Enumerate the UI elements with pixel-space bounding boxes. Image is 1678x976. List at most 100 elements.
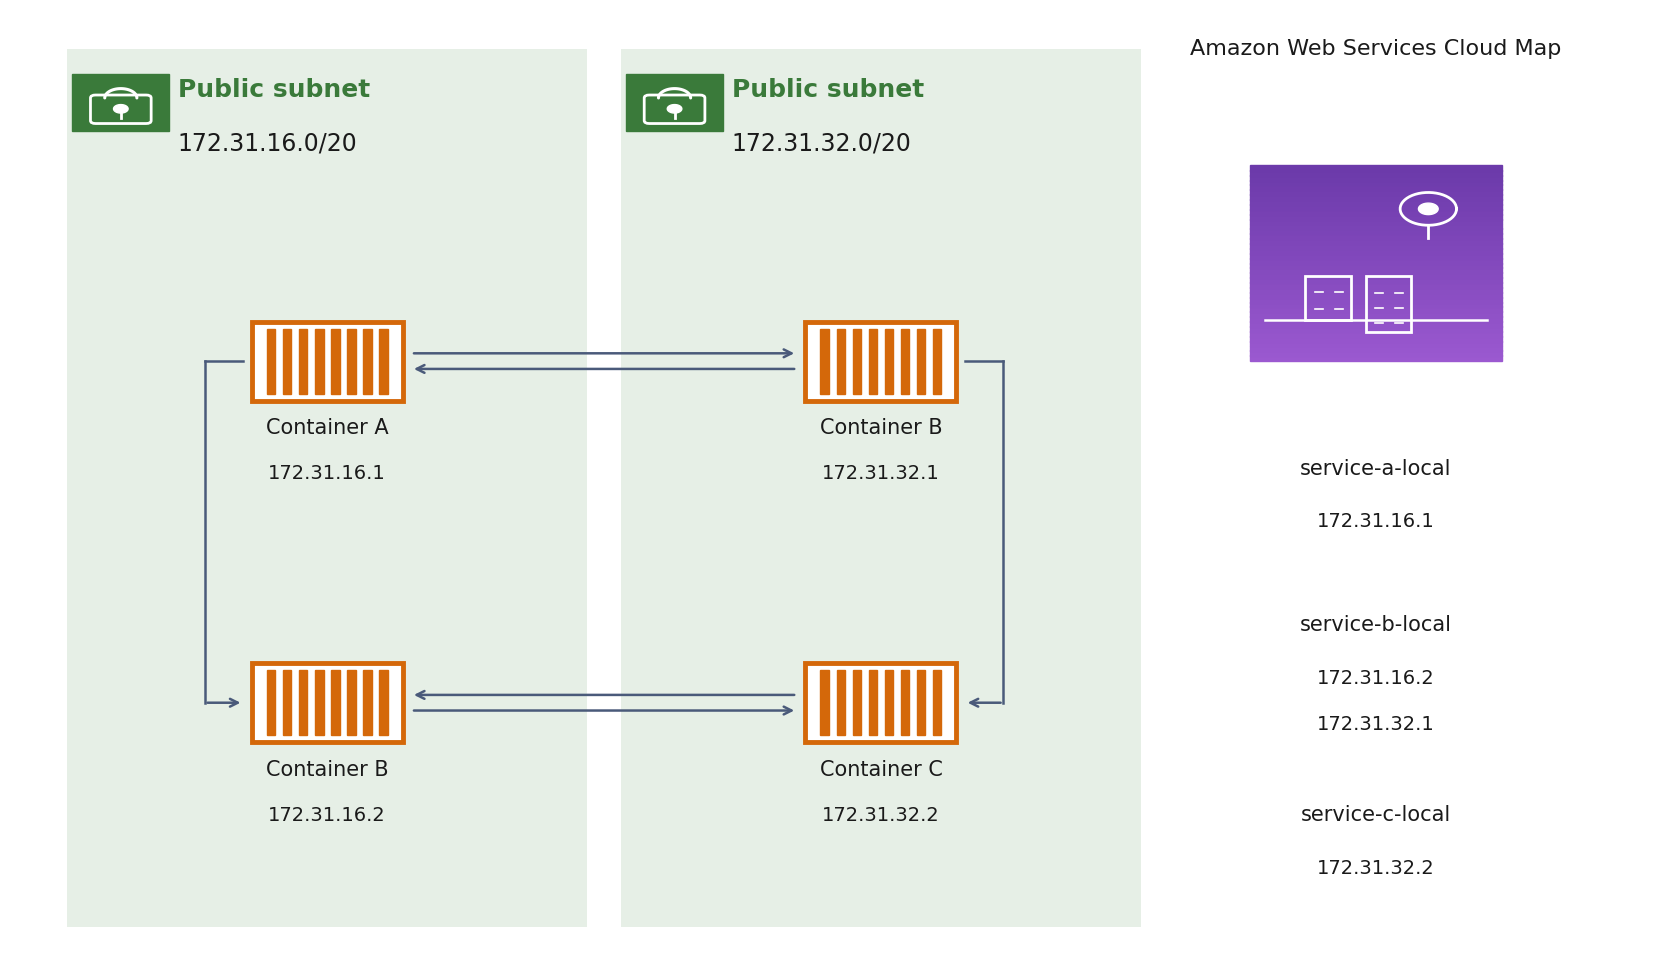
- FancyBboxPatch shape: [644, 95, 705, 124]
- Text: service-a-local: service-a-local: [1300, 459, 1451, 478]
- Bar: [1250, 316, 1502, 322]
- Bar: [1250, 326, 1502, 332]
- Bar: [1250, 350, 1502, 356]
- Bar: [315, 329, 324, 393]
- Bar: [1250, 243, 1502, 249]
- Bar: [1250, 204, 1502, 210]
- Bar: [1250, 233, 1502, 239]
- FancyBboxPatch shape: [67, 49, 587, 927]
- Bar: [1250, 331, 1502, 337]
- Bar: [315, 671, 324, 735]
- Bar: [1250, 199, 1502, 205]
- Text: 172.31.16.2: 172.31.16.2: [1317, 669, 1435, 687]
- Text: 172.31.32.1: 172.31.32.1: [1317, 715, 1435, 734]
- Bar: [626, 74, 723, 131]
- Text: 172.31.32.0/20: 172.31.32.0/20: [732, 132, 911, 156]
- Bar: [347, 329, 356, 393]
- Text: Container A: Container A: [265, 418, 389, 438]
- Bar: [1250, 297, 1502, 303]
- Bar: [1305, 276, 1351, 320]
- Text: 172.31.16.1: 172.31.16.1: [1317, 512, 1435, 531]
- FancyBboxPatch shape: [621, 49, 1141, 927]
- Bar: [1250, 165, 1502, 171]
- Text: 172.31.32.1: 172.31.32.1: [822, 465, 940, 483]
- Polygon shape: [114, 104, 128, 113]
- Bar: [1250, 180, 1502, 185]
- Bar: [347, 671, 356, 735]
- Bar: [1250, 302, 1502, 307]
- Bar: [379, 671, 388, 735]
- Bar: [1250, 355, 1502, 361]
- Bar: [1250, 267, 1502, 273]
- Bar: [852, 671, 861, 735]
- Bar: [1250, 175, 1502, 181]
- Bar: [267, 671, 275, 735]
- Bar: [1250, 287, 1502, 293]
- Bar: [362, 671, 371, 735]
- Bar: [284, 329, 292, 393]
- Bar: [1250, 248, 1502, 254]
- FancyBboxPatch shape: [252, 664, 403, 742]
- Bar: [1250, 194, 1502, 200]
- Bar: [299, 671, 307, 735]
- Bar: [362, 329, 371, 393]
- Bar: [837, 329, 846, 393]
- Text: 172.31.32.2: 172.31.32.2: [822, 806, 940, 825]
- Bar: [1250, 214, 1502, 220]
- Text: service-b-local: service-b-local: [1300, 615, 1451, 634]
- Bar: [379, 329, 388, 393]
- Bar: [284, 671, 292, 735]
- Text: Container B: Container B: [265, 759, 389, 780]
- Bar: [1250, 277, 1502, 283]
- Text: 172.31.16.2: 172.31.16.2: [268, 806, 386, 825]
- Bar: [1250, 258, 1502, 264]
- Text: Amazon Web Services Cloud Map: Amazon Web Services Cloud Map: [1190, 39, 1562, 59]
- FancyBboxPatch shape: [91, 95, 151, 124]
- Text: 172.31.16.1: 172.31.16.1: [268, 465, 386, 483]
- Bar: [299, 329, 307, 393]
- Bar: [1250, 228, 1502, 234]
- Bar: [1250, 272, 1502, 278]
- FancyBboxPatch shape: [252, 321, 403, 400]
- Bar: [1250, 184, 1502, 190]
- Bar: [869, 671, 878, 735]
- Bar: [869, 329, 878, 393]
- Bar: [1250, 224, 1502, 229]
- Bar: [916, 329, 925, 393]
- Text: Public subnet: Public subnet: [178, 78, 371, 102]
- Bar: [1366, 276, 1411, 332]
- Bar: [1250, 219, 1502, 224]
- Bar: [1250, 321, 1502, 327]
- Bar: [1250, 170, 1502, 176]
- Bar: [916, 671, 925, 735]
- Text: Container C: Container C: [819, 759, 943, 780]
- Bar: [1250, 346, 1502, 351]
- Bar: [821, 329, 829, 393]
- FancyBboxPatch shape: [805, 664, 956, 742]
- Bar: [852, 329, 861, 393]
- Text: service-c-local: service-c-local: [1300, 805, 1451, 825]
- Bar: [1250, 336, 1502, 342]
- Bar: [1250, 292, 1502, 298]
- Bar: [884, 671, 893, 735]
- Bar: [1250, 238, 1502, 244]
- Bar: [1250, 311, 1502, 317]
- Bar: [1250, 209, 1502, 215]
- Bar: [933, 329, 941, 393]
- Bar: [884, 329, 893, 393]
- Bar: [901, 329, 909, 393]
- Bar: [1250, 306, 1502, 312]
- Bar: [933, 671, 941, 735]
- Polygon shape: [668, 104, 681, 113]
- Polygon shape: [1418, 203, 1438, 215]
- Bar: [1250, 253, 1502, 259]
- FancyBboxPatch shape: [805, 321, 956, 400]
- Bar: [901, 671, 909, 735]
- Text: Container B: Container B: [819, 418, 943, 438]
- Bar: [821, 671, 829, 735]
- Bar: [1250, 263, 1502, 268]
- Bar: [1250, 282, 1502, 288]
- Bar: [1250, 189, 1502, 195]
- Text: 172.31.32.2: 172.31.32.2: [1317, 859, 1435, 877]
- Bar: [1250, 341, 1502, 346]
